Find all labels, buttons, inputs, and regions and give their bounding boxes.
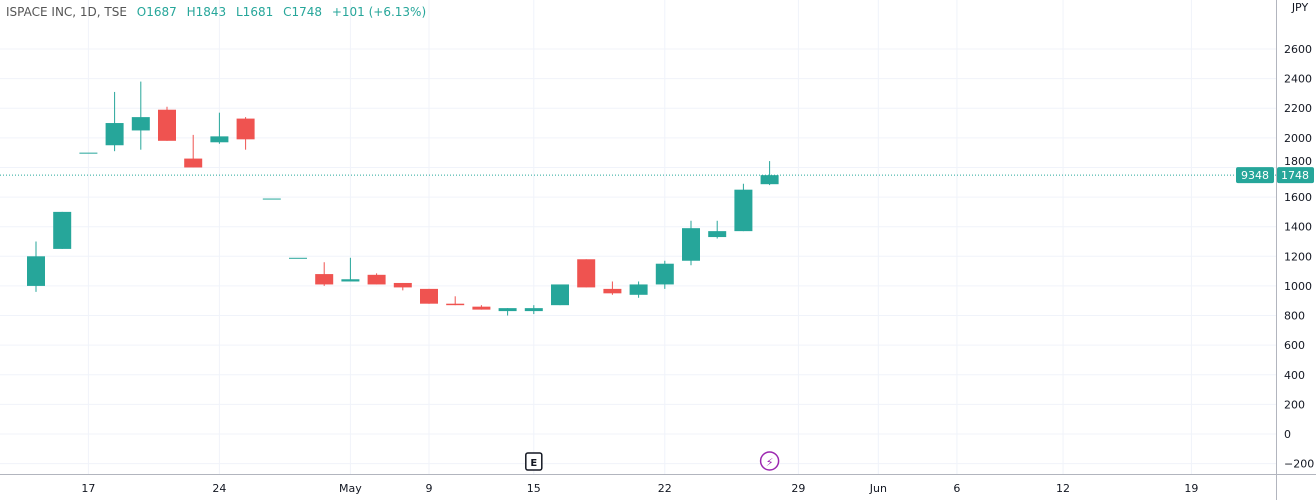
y-tick-label: 200 — [1284, 398, 1305, 411]
y-tick-label: 600 — [1284, 339, 1305, 352]
currency-label: JPY — [1291, 1, 1309, 14]
x-tick-label: 29 — [791, 482, 805, 495]
y-tick-label: 1600 — [1284, 191, 1312, 204]
candle-down — [236, 118, 255, 140]
candle-down — [603, 288, 622, 294]
y-tick-label: 2400 — [1284, 73, 1312, 86]
candle-up — [682, 228, 700, 261]
candle-down — [472, 306, 491, 310]
x-tick-label: 12 — [1056, 482, 1070, 495]
ohlc-open: O1687 — [136, 5, 177, 19]
earnings-marker-label: E — [530, 458, 537, 469]
candle-up — [734, 189, 753, 232]
earnings-marker — [525, 452, 543, 471]
candle-up — [79, 152, 98, 154]
x-tick-label: 17 — [81, 482, 95, 495]
candle-up — [105, 123, 124, 146]
candle-down — [420, 288, 438, 304]
candle-down — [184, 158, 203, 168]
volume-label: 9348 — [1241, 169, 1269, 182]
candle-up — [498, 308, 517, 312]
y-tick-label: 1200 — [1284, 250, 1312, 263]
price-label: 1748 — [1281, 169, 1309, 182]
lightning-marker-label: ⚡ — [766, 456, 774, 469]
x-tick-label: 15 — [527, 482, 541, 495]
y-tick-label: −200 — [1284, 458, 1314, 471]
candle-up — [262, 198, 281, 200]
y-tick-label: 0 — [1284, 428, 1291, 441]
candle-down — [393, 282, 412, 288]
x-tick-label: Jun — [869, 482, 887, 495]
candle-down — [367, 274, 386, 285]
price-label-box — [1277, 167, 1314, 184]
volume-label-box — [1236, 167, 1274, 184]
candle-up — [655, 263, 674, 285]
candle-down — [158, 109, 176, 141]
lightning-icon — [759, 451, 780, 471]
x-tick-label: 24 — [212, 482, 226, 495]
candle-up — [210, 136, 229, 143]
symbol-title: ISPACE INC, 1D, TSE — [6, 5, 127, 19]
y-tick-label: 1000 — [1284, 280, 1312, 293]
candle-up — [53, 211, 72, 249]
y-tick-label: 400 — [1284, 369, 1305, 382]
candle-down — [315, 274, 334, 285]
candle-up — [708, 231, 727, 238]
y-tick-label: 2200 — [1284, 102, 1312, 115]
y-tick-label: 800 — [1284, 310, 1305, 323]
ohlc-low: L1681 — [236, 5, 274, 19]
x-tick-label: May — [339, 482, 362, 495]
candle-up — [524, 308, 543, 312]
y-tick-label: 1400 — [1284, 221, 1312, 234]
chart-legend: ISPACE INC, 1D, TSE O1687 H1843 L1681 C1… — [6, 5, 426, 19]
candle-up — [760, 175, 779, 185]
candle-up — [27, 256, 45, 286]
candle-up — [551, 284, 569, 306]
ohlc-high: H1843 — [186, 5, 227, 19]
candle-up — [289, 257, 307, 259]
candle-up — [629, 284, 648, 295]
y-tick-label: 2600 — [1284, 43, 1312, 56]
candle-up — [131, 117, 150, 131]
x-tick-label: 22 — [658, 482, 672, 495]
ohlc-change: +101 (+6.13%) — [331, 5, 427, 19]
y-tick-label: 1800 — [1284, 155, 1312, 168]
candle-down — [577, 259, 596, 288]
candle-down — [446, 303, 465, 306]
candle-up — [341, 279, 360, 282]
y-tick-label: 2000 — [1284, 132, 1312, 145]
ohlc-close: C1748 — [283, 5, 322, 19]
x-tick-label: 9 — [426, 482, 433, 495]
x-tick-label: 19 — [1184, 482, 1198, 495]
x-tick-label: 6 — [953, 482, 960, 495]
